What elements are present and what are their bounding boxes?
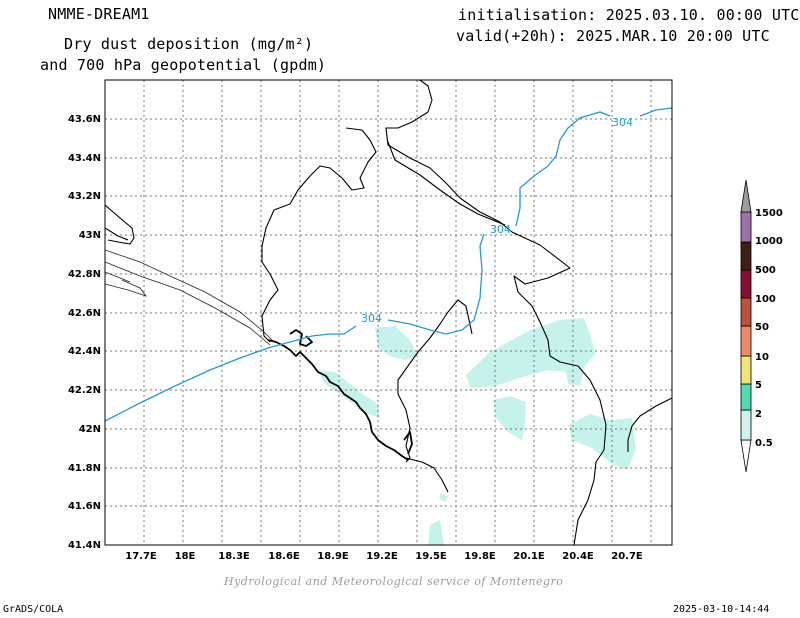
lat-tick-label: 42N [79, 424, 101, 435]
colorbar-label: 1500 [755, 208, 783, 219]
colorbar-swatch [740, 325, 752, 357]
title-line-1: Dry dust deposition (mg/m²) [64, 35, 314, 53]
grid-lines [105, 80, 672, 545]
colorbar-swatch [740, 355, 752, 385]
colorbar-label: 5 [755, 380, 762, 391]
lon-tick-label: 19.5E [415, 551, 447, 562]
colorbar-swatch [740, 297, 752, 327]
colorbar-swatch [740, 269, 752, 299]
colorbar-label: 2 [755, 409, 762, 420]
lat-tick-label: 42.6N [68, 308, 101, 319]
contour-label-1: 304 [361, 312, 382, 325]
lon-tick-label: 18.3E [218, 551, 250, 562]
colorbar-swatch [740, 241, 752, 271]
lon-tick-label: 18.9E [317, 551, 349, 562]
colorbar [740, 179, 752, 473]
credit-text: Hydrological and Meteorological service … [224, 575, 564, 588]
lon-tick-label: 19.8E [464, 551, 496, 562]
lon-tick-label: 20.1E [513, 551, 545, 562]
colorbar-label: 0.5 [755, 438, 773, 449]
coastline [267, 329, 413, 461]
valid-time: valid(+20h): 2025.MAR.10 20:00 UTC [456, 27, 770, 45]
colorbar-labels: 1500 1000 500 100 50 10 5 2 0.5 [755, 208, 783, 449]
lat-tick-label: 41.8N [68, 463, 101, 474]
islands [105, 249, 275, 346]
contour-label-2: 304 [490, 223, 511, 236]
geopotential-contour [105, 107, 672, 422]
lat-axis: 43.6N 43.4N 43.2N 43N 42.8N 42.6N 42.4N … [68, 114, 101, 551]
lon-axis: 17.7E 18E 18.3E 18.6E 18.9E 19.2E 19.5E … [125, 551, 643, 562]
lat-tick-label: 42.4N [68, 346, 101, 357]
colorbar-label: 50 [755, 322, 769, 333]
contour-label-3: 304 [612, 116, 633, 129]
plot-frame [104, 79, 673, 546]
dust-areas [318, 318, 636, 545]
colorbar-swatch [740, 409, 752, 441]
colorbar-label: 500 [755, 265, 776, 276]
colorbar-swatch [740, 211, 752, 243]
colorbar-label: 10 [755, 352, 769, 363]
software-label: GrADS/COLA [3, 604, 64, 615]
map-content: 304 304 304 [105, 80, 672, 545]
model-name: NMME-DREAM1 [48, 5, 150, 23]
lon-tick-label: 18E [175, 551, 196, 562]
lat-tick-label: 41.4N [68, 540, 101, 551]
plot-timestamp: 2025-03-10-14:44 [673, 604, 770, 615]
lat-tick-label: 42.2N [68, 385, 101, 396]
lat-tick-label: 41.6N [68, 501, 101, 512]
lon-tick-label: 20.7E [611, 551, 643, 562]
lat-tick-label: 43.4N [68, 153, 101, 164]
title-line-2: and 700 hPa geopotential (gpdm) [40, 56, 327, 74]
lon-tick-label: 19.2E [366, 551, 398, 562]
lon-tick-label: 20.4E [562, 551, 594, 562]
borders [105, 80, 672, 545]
colorbar-label: 1000 [755, 236, 783, 247]
lat-tick-label: 43N [79, 230, 101, 241]
colorbar-high-tip [740, 179, 752, 213]
lat-tick-label: 43.2N [68, 191, 101, 202]
lon-tick-label: 18.6E [268, 551, 300, 562]
colorbar-low-tip [740, 439, 752, 473]
lon-tick-label: 17.7E [125, 551, 157, 562]
lat-tick-label: 43.6N [68, 114, 101, 125]
colorbar-label: 100 [755, 294, 776, 305]
init-time: initialisation: 2025.03.10. 00:00 UTC [458, 6, 800, 24]
colorbar-swatch [740, 383, 752, 411]
lat-tick-label: 42.8N [68, 269, 101, 280]
